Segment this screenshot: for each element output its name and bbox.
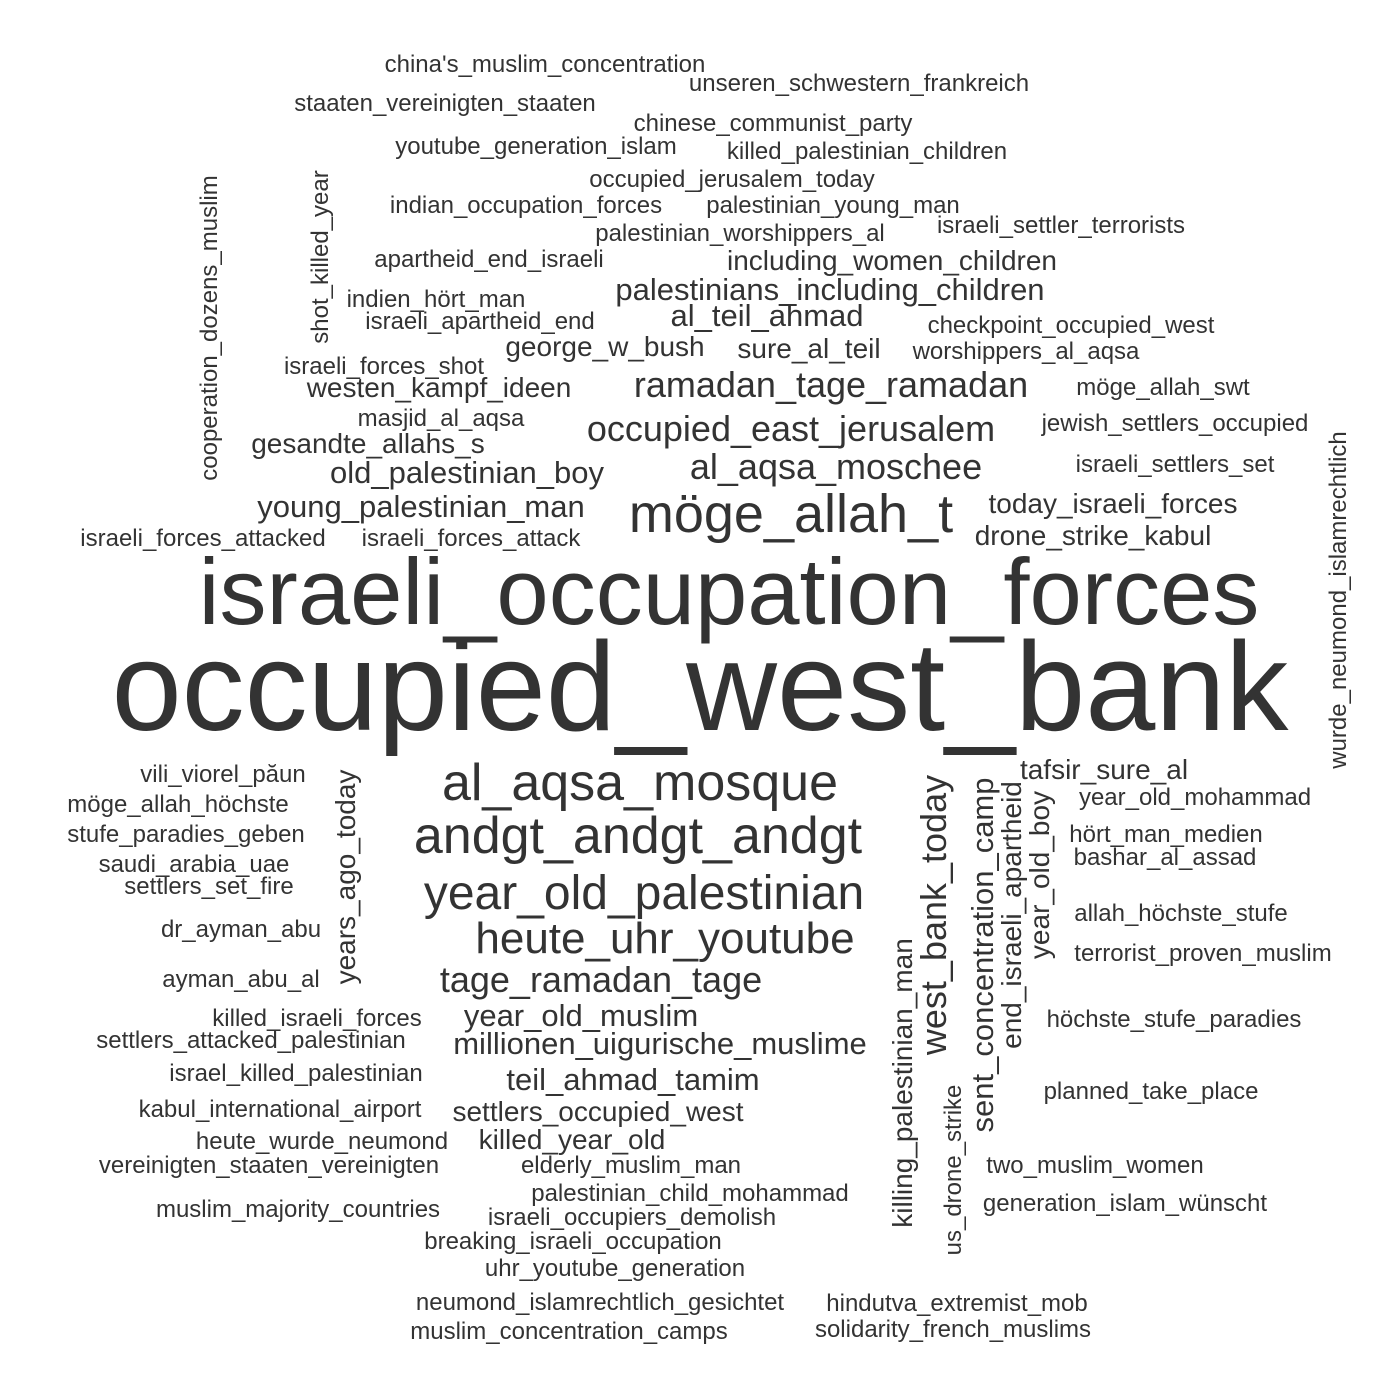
- word: terrorist_proven_muslim: [1074, 940, 1331, 967]
- word: apartheid_end_israeli: [374, 246, 604, 273]
- word: youtube_generation_islam: [395, 133, 677, 160]
- word: including_women_children: [727, 245, 1057, 276]
- word: palestinian_worshippers_al: [595, 220, 885, 247]
- word: indian_occupation_forces: [390, 192, 662, 219]
- word: west_bank_today: [913, 775, 954, 1056]
- word: vereinigten_staaten_vereinigten: [99, 1152, 439, 1179]
- word: israeli_forces_attack: [362, 525, 582, 552]
- word: al_teil_ahmad: [670, 298, 863, 333]
- word: israel_killed_palestinian: [169, 1060, 423, 1087]
- word: höchste_stufe_paradies: [1047, 1006, 1302, 1033]
- word: occupied_jerusalem_today: [589, 166, 875, 193]
- word: year_old_palestinian: [424, 867, 864, 920]
- word: millionen_uigurische_muslime: [453, 1026, 867, 1061]
- word: young_palestinian_man: [257, 489, 584, 524]
- word: years_ago_today: [330, 770, 361, 985]
- word: planned_take_place: [1044, 1078, 1259, 1105]
- word: israeli_occupation_forces: [199, 539, 1260, 644]
- word: masjid_al_aqsa: [358, 405, 525, 432]
- word: checkpoint_occupied_west: [928, 312, 1215, 339]
- word: wurde_neumond_islamrechtlich: [1325, 431, 1352, 770]
- word: vili_viorel_păun: [140, 761, 305, 788]
- word: muslim_majority_countries: [156, 1196, 440, 1223]
- word: ayman_abu_al: [162, 966, 319, 993]
- word: settlers_set_fire: [124, 873, 293, 900]
- word: möge_allah_höchste: [67, 791, 289, 818]
- word: tage_ramadan_tage: [440, 959, 762, 1000]
- word: israeli_apartheid_end: [365, 308, 595, 335]
- word: möge_allah_swt: [1076, 374, 1250, 401]
- word: möge_allah_t: [629, 484, 953, 544]
- word: muslim_concentration_camps: [410, 1318, 727, 1345]
- word: year_old_mohammad: [1079, 784, 1311, 811]
- word: palestinians_including_children: [615, 272, 1044, 307]
- word: israeli_occupiers_demolish: [488, 1204, 776, 1231]
- word: teil_ahmad_tamim: [506, 1062, 759, 1097]
- word: settlers_attacked_palestinian: [96, 1027, 406, 1054]
- word: al_aqsa_mosque: [442, 754, 838, 812]
- word: sent_concentration_camp: [965, 777, 1000, 1132]
- word: solidarity_french_muslims: [815, 1316, 1091, 1343]
- word: hindutva_extremist_mob: [826, 1290, 1087, 1317]
- word: chinese_communist_party: [634, 110, 913, 137]
- word: killed_year_old: [479, 1124, 666, 1155]
- word: elderly_muslim_man: [521, 1152, 741, 1179]
- word: sure_al_teil: [737, 333, 880, 364]
- word: heute_wurde_neumond: [196, 1128, 448, 1155]
- word: george_w_bush: [505, 331, 704, 362]
- word: bashar_al_assad: [1074, 844, 1257, 871]
- word: neumond_islamrechtlich_gesichtet: [416, 1289, 785, 1316]
- word: gesandte_allahs_s: [251, 428, 485, 459]
- word: stufe_paradies_geben: [67, 821, 305, 848]
- word: kabul_international_airport: [139, 1096, 422, 1123]
- word: israeli_forces_shot: [284, 353, 484, 380]
- word: andgt_andgt_andgt: [414, 807, 863, 865]
- word: tafsir_sure_al: [1020, 754, 1188, 785]
- word: israeli_settlers_set: [1076, 451, 1275, 478]
- word: today_israeli_forces: [988, 488, 1237, 519]
- word: drone_strike_kabul: [975, 520, 1212, 551]
- word: al_aqsa_moschee: [690, 446, 982, 487]
- word: shot_killed_year: [307, 170, 334, 343]
- word: two_muslim_women: [986, 1152, 1203, 1179]
- word: end_israeli_apartheid: [996, 781, 1027, 1049]
- word: israeli_forces_attacked: [80, 525, 325, 552]
- word: year_old_boy: [1024, 791, 1055, 959]
- word: unseren_schwestern_frankreich: [689, 70, 1029, 97]
- word: generation_islam_wünscht: [983, 1190, 1268, 1217]
- word: palestinian_child_mohammad: [531, 1180, 849, 1207]
- word: killed_israeli_forces: [212, 1005, 421, 1032]
- word: breaking_israeli_occupation: [424, 1228, 722, 1255]
- word: dr_ayman_abu: [161, 916, 321, 943]
- word: israeli_settler_terrorists: [937, 212, 1185, 239]
- word: indien_hört_man: [347, 286, 526, 313]
- word: ramadan_tage_ramadan: [634, 364, 1028, 405]
- word: worshippers_al_aqsa: [912, 338, 1140, 365]
- word: killing_palestinian_man: [887, 938, 918, 1228]
- word: year_old_muslim: [464, 998, 698, 1033]
- word: us_drone_strike: [940, 1085, 967, 1256]
- word: old_palestinian_boy: [330, 455, 605, 490]
- word: uhr_youtube_generation: [485, 1255, 745, 1282]
- word: saudi_arabia_uae: [99, 851, 290, 878]
- word: settlers_occupied_west: [452, 1096, 743, 1127]
- word: cooperation_dozens_muslim: [196, 175, 223, 481]
- word: occupied_east_jerusalem: [587, 408, 995, 449]
- word: jewish_settlers_occupied: [1041, 410, 1309, 437]
- word: allah_höchste_stufe: [1074, 900, 1288, 927]
- word: killed_palestinian_children: [727, 138, 1007, 165]
- word: staaten_vereinigten_staaten: [294, 90, 596, 117]
- word: westen_kampf_ideen: [306, 372, 572, 403]
- word: occupied_west_bank: [112, 616, 1290, 757]
- word: palestinian_young_man: [706, 192, 960, 219]
- word: china's_muslim_concentration: [385, 51, 706, 78]
- word: heute_uhr_youtube: [475, 914, 854, 963]
- word: hört_man_medien: [1069, 821, 1262, 848]
